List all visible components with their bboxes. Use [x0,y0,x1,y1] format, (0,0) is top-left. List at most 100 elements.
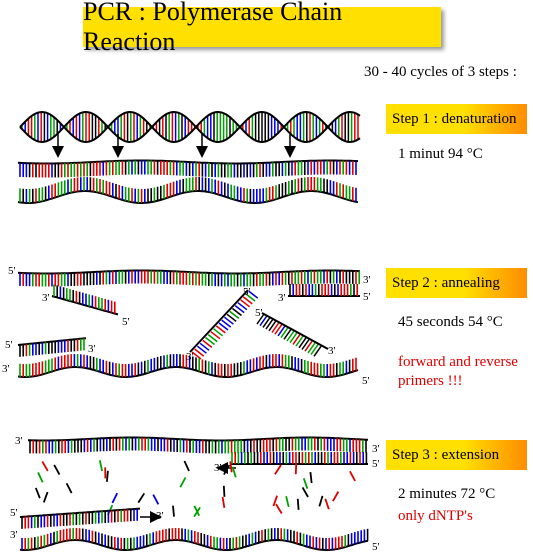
template-strand [17,269,361,275]
step-1-detail: 1 minut 94 °C [398,146,483,162]
base [194,348,205,357]
base [202,339,213,348]
step-1-label: Step 1 : denaturation [386,104,527,134]
base [218,322,229,331]
dntp [34,487,41,499]
end-label-5p: 5' [363,291,371,303]
base [240,299,251,308]
base [215,325,226,334]
dntp [137,492,146,504]
dntp [272,495,278,507]
dntp [223,464,231,476]
dntp [222,485,226,497]
template-strand [28,436,369,442]
template-strand [17,366,359,378]
dntp [98,460,104,472]
end-label-3p: 3' [363,274,371,286]
dntp [275,503,283,514]
base [234,305,245,314]
base [283,328,292,340]
dntp [152,494,160,505]
primer [189,289,249,353]
end-label-3p: 3' [328,345,336,357]
base [301,339,310,350]
dntp [318,495,324,507]
dntp [53,464,61,475]
base [207,334,218,343]
base [223,316,234,325]
dntp [349,470,356,482]
dntp [285,496,290,508]
end-label-3p: 3' [372,443,380,455]
base [226,313,237,322]
dntp [302,478,309,490]
dntp [65,482,73,494]
dntp [183,460,190,472]
base [298,337,307,349]
base [271,322,280,333]
base [248,290,259,299]
new-strand [19,507,141,518]
base [229,310,240,319]
base [307,342,316,354]
base [274,323,283,335]
single-strand [17,190,359,204]
base [310,344,319,356]
dntp [193,505,200,517]
end-label-5p: 5' [243,286,251,298]
dntp [231,466,237,478]
dntp [172,505,175,517]
end-label-3p: 3' [10,529,18,541]
base [199,342,210,351]
dntp [41,461,49,472]
base [292,333,301,345]
step-2-note-line1: forward and reverse [398,354,518,370]
base [268,320,277,332]
end-label-3p: 3' [88,343,96,355]
base [295,335,304,347]
dntp [274,464,282,475]
base [280,327,289,339]
end-label-5p: 5' [362,375,370,387]
base [242,296,253,305]
base [213,328,224,337]
end-label-3p: 3' [278,292,286,304]
dntp [111,492,119,504]
base [265,318,274,330]
end-label-5p: 5' [8,265,16,277]
base [191,351,202,360]
base [196,345,207,354]
dntp [106,470,109,482]
end-label-3p: 3' [15,435,23,447]
base [313,345,322,357]
dna-backbone [19,110,361,144]
end-label-3p: 3' [214,462,222,474]
single-strand [17,159,359,165]
end-label-3p: 3' [156,510,164,522]
end-label-5p: 5' [255,307,263,319]
end-label-3p: 3' [186,351,194,363]
step-2-note-line2: primers !!! [398,373,463,389]
dntp [301,487,309,498]
primer [261,312,329,350]
base [210,331,221,340]
base [232,307,242,317]
step-2-label: Step 2 : annealing [386,268,527,298]
end-label-3p: 3' [2,363,10,375]
dna-backbone [19,110,361,144]
dntp [309,472,313,484]
step-3-label: Step 3 : extension [386,440,527,470]
end-label-5p: 5' [5,339,13,351]
dntp [332,491,340,502]
dntp [229,461,233,473]
base [286,330,295,342]
end-label-3p: 3' [42,292,50,304]
dntp [296,498,300,510]
dntp [179,477,187,488]
base [245,293,256,302]
base [304,340,313,352]
dntp [37,472,44,483]
base [259,315,268,327]
